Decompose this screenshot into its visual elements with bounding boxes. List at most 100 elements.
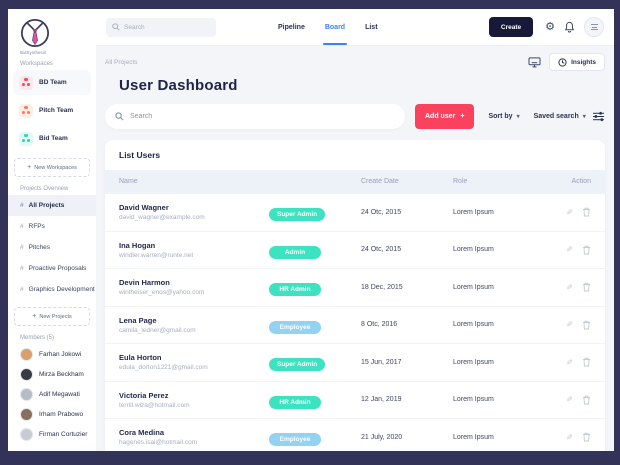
user-name: Eula Horton xyxy=(119,353,162,363)
insights-button[interactable]: Insights xyxy=(549,53,605,71)
view-tab[interactable]: Pipeline xyxy=(278,9,305,45)
workspaces-label: Workspaces xyxy=(20,61,53,67)
sidebar-project-item[interactable]: Graphics Development xyxy=(8,279,96,300)
role-badge: HR Admin xyxy=(269,395,321,409)
member-item[interactable]: Irham Prabowo xyxy=(8,404,96,424)
action-cell xyxy=(545,395,591,405)
workspace-item[interactable]: Bid Team xyxy=(13,126,91,151)
project-item-label: Graphics Development xyxy=(28,286,95,293)
role-badge: Super Admin xyxy=(269,358,326,372)
monitor-icon[interactable] xyxy=(528,56,541,68)
dot xyxy=(21,83,25,87)
add-user-label: Add user xyxy=(425,113,456,120)
badge-cell: HR Admin xyxy=(269,391,361,409)
hash-icon xyxy=(20,202,24,209)
hash-icon xyxy=(20,223,24,230)
users-search[interactable] xyxy=(105,104,405,129)
sidebar-project-item[interactable]: RFPs xyxy=(8,216,96,237)
user-email: wintheiser_enos@yahoo.com xyxy=(119,289,205,297)
dot xyxy=(24,105,28,110)
saved-search-dropdown[interactable]: Saved search ▾ xyxy=(534,113,586,120)
trash-icon[interactable] xyxy=(582,395,591,405)
logo-text: BidSynthesis xyxy=(20,50,47,55)
edit-icon[interactable] xyxy=(566,395,573,404)
filter-sliders-icon[interactable] xyxy=(592,111,605,122)
member-item[interactable]: Adif Megawati xyxy=(8,384,96,404)
trash-icon[interactable] xyxy=(582,282,591,292)
member-name: Farhan Jokowi xyxy=(39,350,82,358)
user-email: edula_dorton1221@gmail.com xyxy=(119,364,208,372)
member-name: Irham Prabowo xyxy=(39,410,84,418)
user-menu-avatar[interactable] xyxy=(584,17,604,37)
sidebar-project-item[interactable]: Pitches xyxy=(8,237,96,258)
topbar-search[interactable] xyxy=(106,17,216,37)
tab-label: Pipeline xyxy=(278,23,305,31)
member-avatar xyxy=(20,427,33,441)
member-name: Mirza Beckham xyxy=(39,370,84,378)
action-cell xyxy=(545,320,591,330)
view-tab[interactable]: Board xyxy=(322,9,348,45)
role-cell: Lorem Ipsum xyxy=(453,433,494,441)
action-cell xyxy=(545,357,591,367)
member-item[interactable]: Mirza Beckham xyxy=(8,364,96,384)
role-cell: Lorem Ipsum xyxy=(453,208,494,216)
workspace-item[interactable]: BD Team xyxy=(13,70,91,95)
user-cell: Lena Page camila_ledner@gmail.com xyxy=(119,316,269,334)
workspace-item[interactable]: Pitch Team xyxy=(13,98,91,123)
users-search-input[interactable] xyxy=(130,113,380,120)
plus-icon: + xyxy=(27,164,32,171)
plus-icon: + xyxy=(32,313,37,320)
main-area: Pipeline Board List Create ⚙ xyxy=(96,9,614,451)
trash-icon[interactable] xyxy=(582,357,591,367)
edit-icon[interactable] xyxy=(566,358,573,367)
badge-cell: Employee xyxy=(269,316,361,334)
new-project-button[interactable]: + New Projects xyxy=(14,307,90,326)
table-row: Eula Horton edula_dorton1221@gmail.com S… xyxy=(105,343,605,381)
breadcrumb[interactable]: All Projects xyxy=(105,58,138,66)
table-row: Devin Harmon wintheiser_enos@yahoo.com H… xyxy=(105,268,605,306)
sidebar: BidSynthesis Workspaces BD Team xyxy=(8,9,96,451)
list-users-card: List Users Name Create Date Role Action … xyxy=(105,140,605,451)
user-cell: Cora Medina hagenes.isai@hotmail.com xyxy=(119,428,269,446)
trash-icon[interactable] xyxy=(582,207,591,217)
edit-icon[interactable] xyxy=(566,245,573,254)
column-header-name: Name xyxy=(119,178,138,185)
view-tab[interactable]: List xyxy=(365,9,377,45)
topbar-search-input[interactable] xyxy=(124,23,204,31)
edit-icon[interactable] xyxy=(566,433,573,442)
action-cell xyxy=(545,282,591,292)
dot xyxy=(24,77,28,82)
trash-icon[interactable] xyxy=(582,245,591,255)
column-header-create-date: Create Date xyxy=(361,178,399,185)
create-date-cell: 8 Otc, 2016 xyxy=(361,321,398,329)
gear-icon[interactable]: ⚙ xyxy=(545,20,555,33)
trash-icon[interactable] xyxy=(582,432,591,442)
edit-icon[interactable] xyxy=(566,283,573,292)
edit-icon[interactable] xyxy=(566,320,573,329)
role-badge: Employee xyxy=(269,320,321,334)
member-item[interactable]: Firman Cortuzier xyxy=(8,424,96,444)
create-button[interactable]: Create xyxy=(488,17,534,37)
new-workspace-button[interactable]: + New Workspaces xyxy=(14,158,90,177)
projects-overview-label: Projects Overview xyxy=(20,186,69,192)
table-row: Cora Medina hagenes.isai@hotmail.com Emp… xyxy=(105,418,605,451)
member-list: Farhan Jokowi Mirza Beckham Adif Megawat… xyxy=(8,344,96,444)
role-badge: HR Admin xyxy=(269,283,321,297)
controls-row: Add user + Sort by ▾ Saved search ▾ xyxy=(105,104,605,129)
create-date-cell: 24 Otc, 2015 xyxy=(361,208,402,216)
member-avatar xyxy=(20,387,33,401)
member-avatar xyxy=(20,407,33,421)
workspace-item-label: Bid Team xyxy=(39,135,68,142)
user-cell: Eula Horton edula_dorton1221@gmail.com xyxy=(119,353,269,371)
sort-by-dropdown[interactable]: Sort by ▾ xyxy=(488,113,519,120)
bell-icon[interactable] xyxy=(564,21,575,33)
sidebar-project-item[interactable]: Proactive Proposals xyxy=(8,258,96,279)
trash-icon[interactable] xyxy=(582,320,591,330)
add-user-button[interactable]: Add user + xyxy=(415,104,475,129)
sidebar-project-item[interactable]: All Projects xyxy=(8,195,96,216)
badge-cell: Admin xyxy=(269,241,361,259)
role-cell: Lorem Ipsum xyxy=(453,246,494,254)
edit-icon[interactable] xyxy=(566,208,573,217)
table-header: Name Create Date Role Action xyxy=(105,170,605,193)
member-item[interactable]: Farhan Jokowi xyxy=(8,344,96,364)
